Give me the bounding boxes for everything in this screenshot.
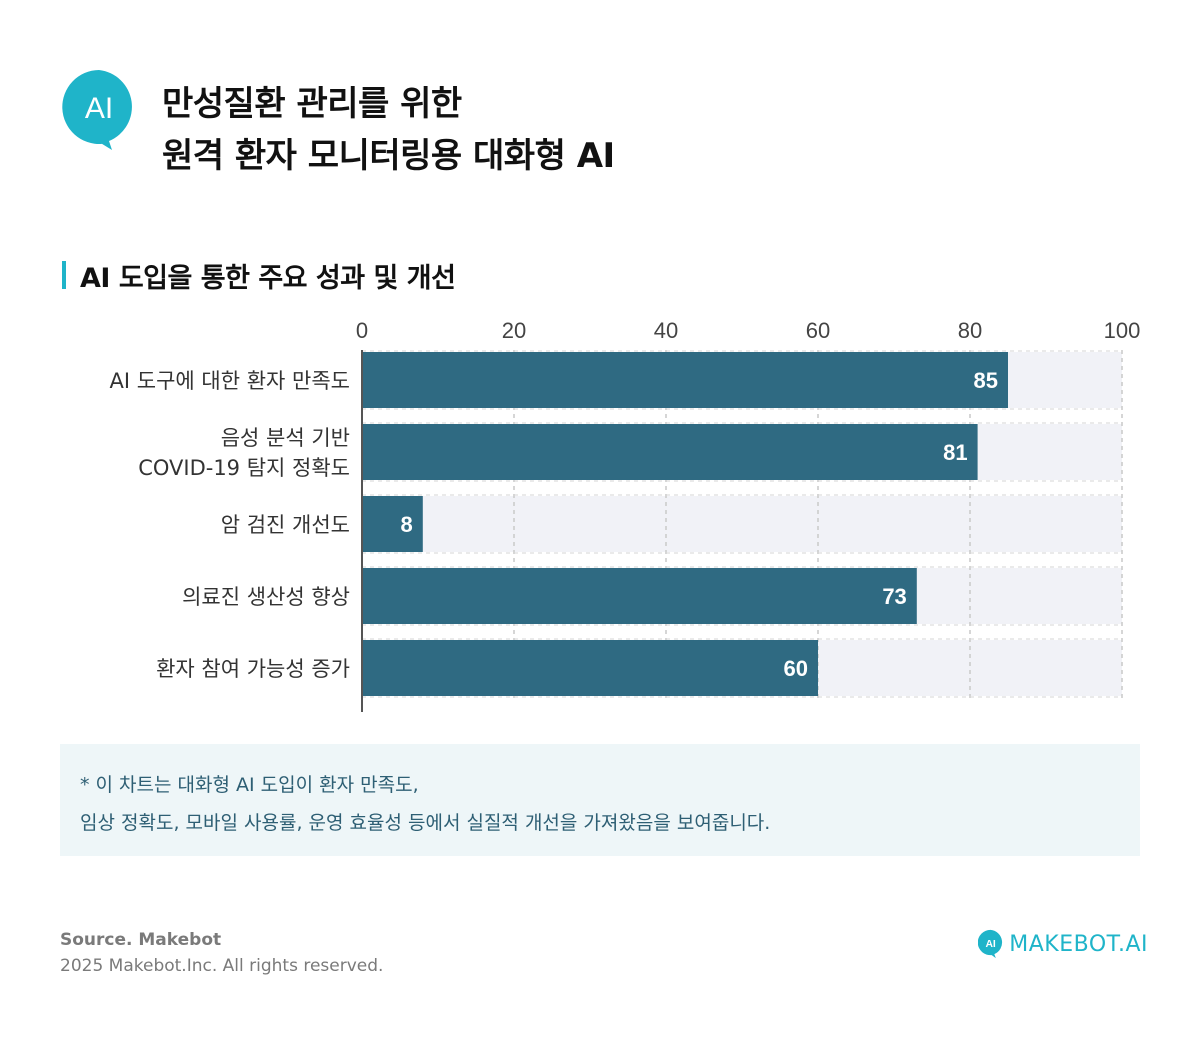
title-line-2: 원격 환자 모니터링용 대화형 AI <box>162 136 615 176</box>
x-tick-label: 40 <box>654 318 678 343</box>
page-title: 만성질환 관리를 위한 원격 환자 모니터링용 대화형 AI <box>162 78 615 182</box>
section-title: AI 도입을 통한 주요 성과 및 개선 <box>80 262 456 294</box>
ai-logo-icon: AI <box>62 70 132 150</box>
category-label: 의료진 생산성 향상 <box>182 585 350 609</box>
section-heading: AI 도입을 통한 주요 성과 및 개선 <box>62 258 456 294</box>
ai-logo-text: AI <box>85 92 113 125</box>
bar <box>362 352 1008 408</box>
copyright-text: 2025 Makebot.Inc. All rights reserved. <box>60 956 384 976</box>
x-tick-label: 0 <box>356 318 368 343</box>
category-label: 음성 분석 기반 <box>221 426 350 450</box>
bar <box>362 424 978 480</box>
bar-chart-svg: 0 20 40 60 80 100 85 AI 도구에 대한 환자 만족도 81 음성 분석 기반… <box>110 318 1141 712</box>
brand-icon-text: AI <box>985 939 995 950</box>
title-line-1: 만성질환 관리를 위한 <box>162 84 462 124</box>
source-block: Source. Makebot 2025 Makebot.Inc. All ri… <box>60 928 383 980</box>
x-tick-label: 100 <box>1104 318 1141 343</box>
brand-name: MAKEBOT.AI <box>1009 931 1148 957</box>
note-line-1: * 이 차트는 대화형 AI 도입이 환자 만족도, <box>80 774 419 796</box>
bar-chart: 0 20 40 60 80 100 85 AI 도구에 대한 환자 만족도 81 음성 분석 기반… <box>0 310 1200 720</box>
data-label: 81 <box>943 440 967 465</box>
bar <box>362 496 423 552</box>
bar-track <box>362 496 1122 552</box>
bar <box>362 568 917 624</box>
section-accent-bar <box>62 261 66 289</box>
x-tick-label: 80 <box>958 318 982 343</box>
category-label: 환자 참여 가능성 증가 <box>156 657 350 681</box>
category-label: AI 도구에 대한 환자 만족도 <box>110 369 350 393</box>
chart-note: * 이 차트는 대화형 AI 도입이 환자 만족도, 임상 정확도, 모바일 사… <box>60 744 1140 856</box>
header: AI 만성질환 관리를 위한 원격 환자 모니터링용 대화형 AI <box>62 70 962 190</box>
data-label: 85 <box>974 368 998 393</box>
note-line-2: 임상 정확도, 모바일 사용률, 운영 효율성 등에서 실질적 개선을 가져왔음… <box>80 812 771 834</box>
x-tick-label: 20 <box>502 318 526 343</box>
x-tick-label: 60 <box>806 318 830 343</box>
source-label: Source. Makebot <box>60 930 222 950</box>
brand-logo: AI MAKEBOT.AI <box>978 924 1148 964</box>
data-label: 60 <box>784 656 808 681</box>
makebot-logo-icon: AI <box>978 929 1003 959</box>
data-label: 8 <box>401 512 413 537</box>
category-label: 암 검진 개선도 <box>221 513 350 537</box>
bar <box>362 640 818 696</box>
category-label: COVID-19 탐지 정확도 <box>138 456 350 480</box>
data-label: 73 <box>882 584 906 609</box>
